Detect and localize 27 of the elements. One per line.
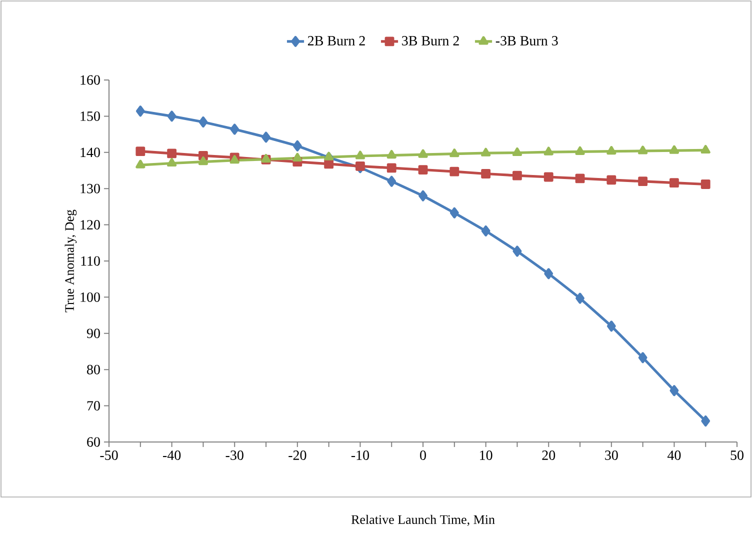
y-axis-title: True Anomaly, Deg <box>64 210 77 312</box>
y-tick-label: 80 <box>87 364 100 374</box>
legend-label: -3B Burn 3 <box>496 36 558 46</box>
legend-label: 3B Burn 2 <box>402 36 459 46</box>
x-tick-label: -50 <box>100 450 118 460</box>
x-tick-label: -20 <box>288 450 306 460</box>
x-tick-label: 40 <box>667 450 681 460</box>
x-tick-label: 0 <box>420 450 426 460</box>
x-tick-label: -40 <box>162 450 181 460</box>
x-tick-label: -10 <box>351 450 369 460</box>
y-tick-label: 110 <box>81 256 100 266</box>
y-tick-label: 160 <box>80 75 100 85</box>
x-tick-label: 50 <box>730 450 744 460</box>
y-tick-label: 90 <box>86 328 100 338</box>
x-tick-label: 30 <box>605 450 618 460</box>
y-tick-label: 70 <box>87 401 100 411</box>
x-tick-label: -30 <box>226 450 244 460</box>
y-tick-label: 120 <box>80 220 100 230</box>
x-axis-title: Relative Launch Time, Min <box>351 514 495 526</box>
y-tick-label: 60 <box>87 437 100 447</box>
y-tick-label: 140 <box>80 148 100 158</box>
y-tick-label: 130 <box>80 184 100 194</box>
legend-label: 2B Burn 2 <box>308 36 365 46</box>
x-tick-label: 10 <box>480 450 492 460</box>
y-tick-label: 100 <box>80 292 100 302</box>
x-tick-label: 20 <box>542 450 556 460</box>
y-tick-label: 150 <box>80 111 100 121</box>
